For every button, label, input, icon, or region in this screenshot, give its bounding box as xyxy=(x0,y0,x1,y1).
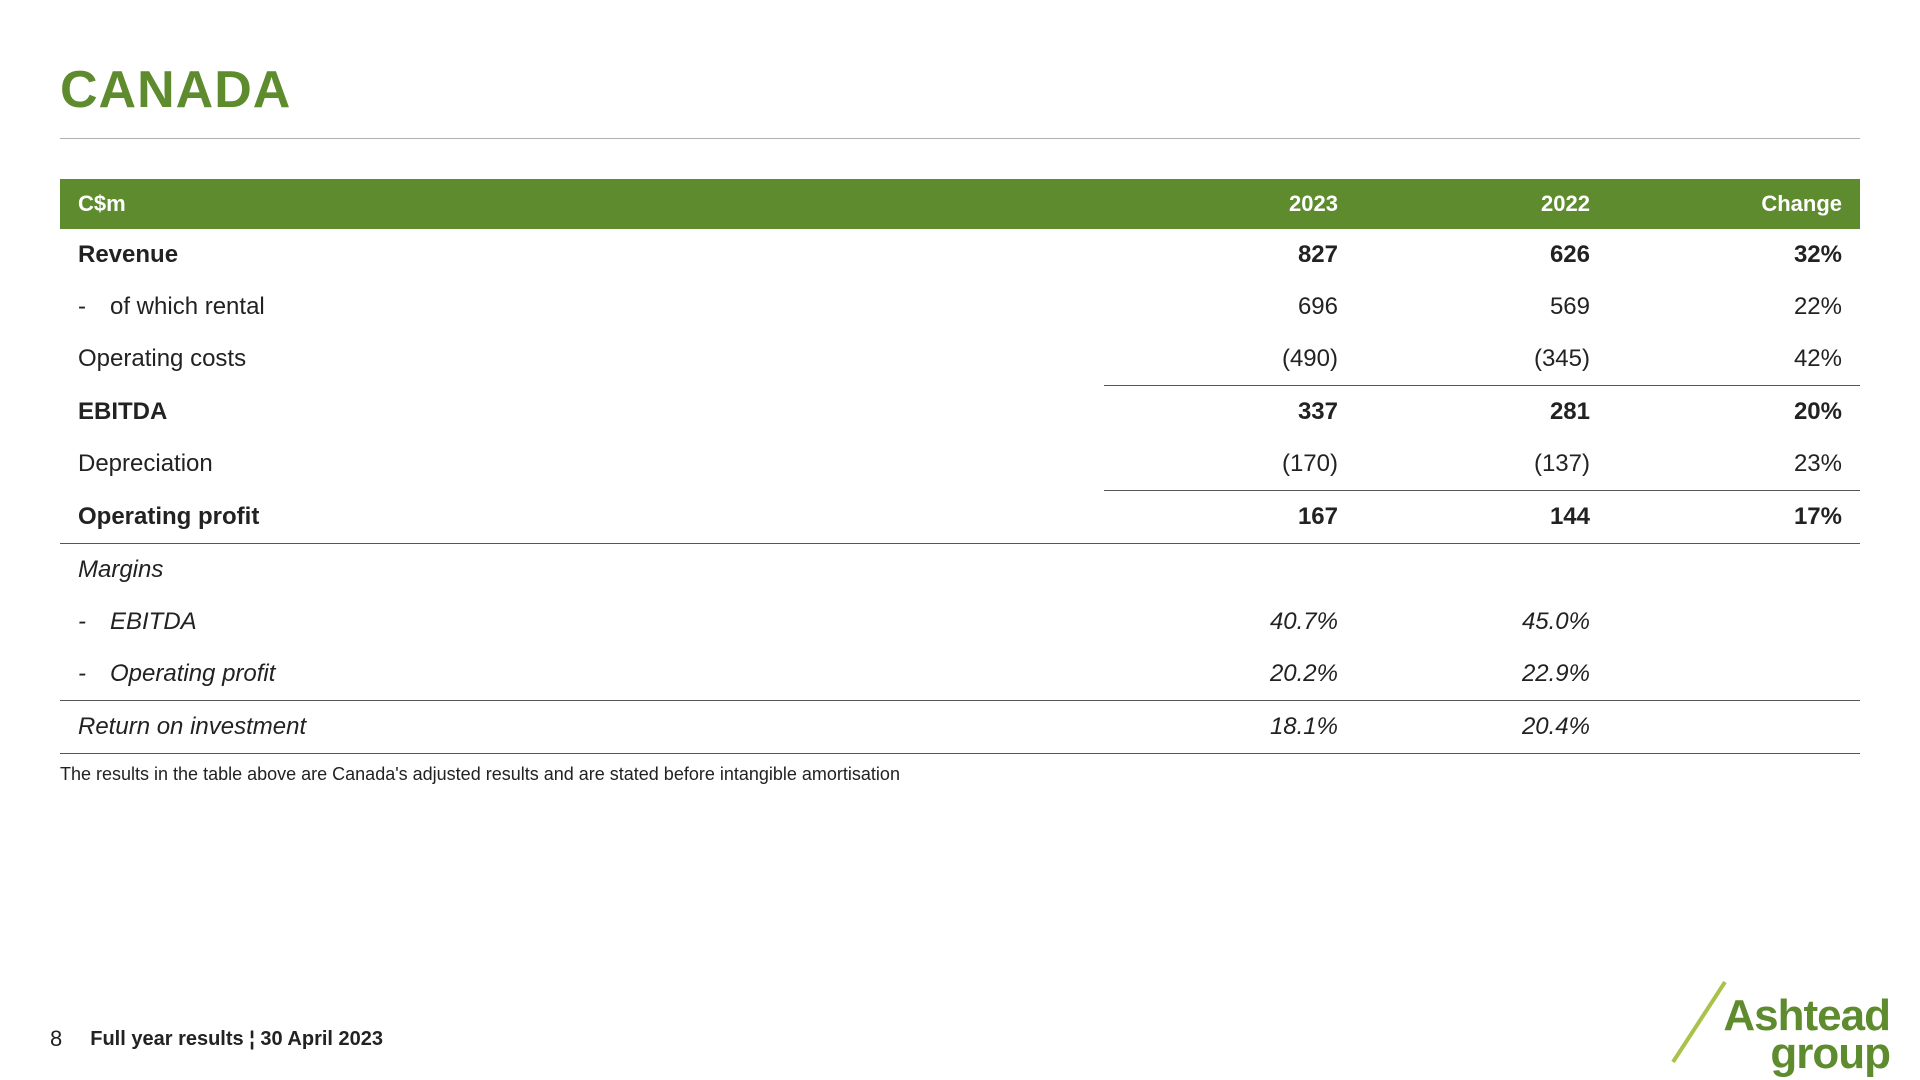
col-header-metric: C$m xyxy=(60,179,1104,229)
table-row: Operating profit16714417% xyxy=(60,491,1860,544)
col-header-2023: 2023 xyxy=(1104,179,1356,229)
page-number: 8 xyxy=(50,1026,62,1052)
row-label: Revenue xyxy=(60,229,1104,281)
table-row: Return on investment18.1%20.4% xyxy=(60,701,1860,754)
row-value-change: 32% xyxy=(1608,229,1860,281)
row-label: Return on investment xyxy=(60,701,1104,754)
table-row: Margins xyxy=(60,544,1860,597)
table-footnote: The results in the table above are Canad… xyxy=(60,764,1860,785)
row-label: of which rental xyxy=(60,281,1104,333)
row-value-change xyxy=(1608,596,1860,648)
page-title: CANADA xyxy=(60,60,1860,120)
row-value-change: 20% xyxy=(1608,386,1860,439)
table-row: Depreciation(170)(137)23% xyxy=(60,438,1860,491)
row-label: Operating profit xyxy=(60,491,1104,544)
row-value-2022: 45.0% xyxy=(1356,596,1608,648)
row-value-2022: 20.4% xyxy=(1356,701,1608,754)
row-value-2022: (137) xyxy=(1356,438,1608,491)
slide-footer: 8 Full year results ¦ 30 April 2023 xyxy=(50,1026,383,1052)
row-value-change: 22% xyxy=(1608,281,1860,333)
row-value-2023: 167 xyxy=(1104,491,1356,544)
financial-table: C$m 2023 2022 Change Revenue82762632%of … xyxy=(60,179,1860,754)
row-label: Operating profit xyxy=(60,648,1104,701)
row-value-2023: 337 xyxy=(1104,386,1356,439)
row-value-2022: 281 xyxy=(1356,386,1608,439)
row-value-2023: 18.1% xyxy=(1104,701,1356,754)
col-header-2022: 2022 xyxy=(1356,179,1608,229)
row-value-change: 23% xyxy=(1608,438,1860,491)
row-value-2023: (490) xyxy=(1104,333,1356,386)
row-value-change xyxy=(1608,544,1860,597)
row-value-2022: 569 xyxy=(1356,281,1608,333)
row-value-2023: 40.7% xyxy=(1104,596,1356,648)
row-value-2023: 696 xyxy=(1104,281,1356,333)
table-row: Revenue82762632% xyxy=(60,229,1860,281)
row-label: Margins xyxy=(60,544,1104,597)
row-value-change xyxy=(1608,648,1860,701)
row-value-2023: (170) xyxy=(1104,438,1356,491)
row-value-2023: 827 xyxy=(1104,229,1356,281)
row-value-2022: (345) xyxy=(1356,333,1608,386)
table-row: Operating profit20.2%22.9% xyxy=(60,648,1860,701)
logo-line2: group xyxy=(1723,1035,1890,1072)
table-row: Operating costs(490)(345)42% xyxy=(60,333,1860,386)
row-value-change: 42% xyxy=(1608,333,1860,386)
row-value-2022 xyxy=(1356,544,1608,597)
row-value-change: 17% xyxy=(1608,491,1860,544)
row-label: EBITDA xyxy=(60,386,1104,439)
row-value-change xyxy=(1608,701,1860,754)
row-value-2022: 22.9% xyxy=(1356,648,1608,701)
row-value-2022: 144 xyxy=(1356,491,1608,544)
table-row: EBITDA33728120% xyxy=(60,386,1860,439)
title-rule xyxy=(60,138,1860,139)
table-header-row: C$m 2023 2022 Change xyxy=(60,179,1860,229)
row-value-2023: 20.2% xyxy=(1104,648,1356,701)
row-value-2022: 626 xyxy=(1356,229,1608,281)
table-row: EBITDA40.7%45.0% xyxy=(60,596,1860,648)
ashtead-logo: Ashtead group xyxy=(1723,997,1890,1072)
row-label: EBITDA xyxy=(60,596,1104,648)
table-row: of which rental69656922% xyxy=(60,281,1860,333)
logo-slash-icon xyxy=(1665,977,1735,1067)
row-label: Operating costs xyxy=(60,333,1104,386)
row-label: Depreciation xyxy=(60,438,1104,491)
col-header-change: Change xyxy=(1608,179,1860,229)
footer-text: Full year results ¦ 30 April 2023 xyxy=(90,1028,383,1051)
row-value-2023 xyxy=(1104,544,1356,597)
